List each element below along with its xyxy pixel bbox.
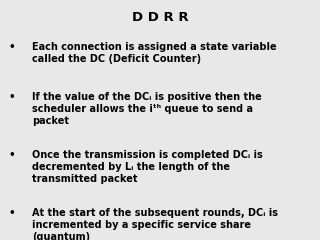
Text: •: •	[9, 208, 15, 218]
Text: Each connection is assigned a state variable
called the DC (Deficit Counter): Each connection is assigned a state vari…	[32, 42, 276, 64]
Text: Once the transmission is completed DCᵢ is
decremented by Lᵢ the length of the
tr: Once the transmission is completed DCᵢ i…	[32, 150, 263, 184]
Text: If the value of the DCᵢ is positive then the
scheduler allows the iᵗʰ queue to s: If the value of the DCᵢ is positive then…	[32, 92, 262, 126]
Text: •: •	[9, 42, 15, 52]
Text: At the start of the subsequent rounds, DCᵢ is
incremented by a specific service : At the start of the subsequent rounds, D…	[32, 208, 278, 240]
Text: •: •	[9, 92, 15, 102]
Text: •: •	[9, 150, 15, 160]
Text: D D R R: D D R R	[132, 11, 188, 24]
